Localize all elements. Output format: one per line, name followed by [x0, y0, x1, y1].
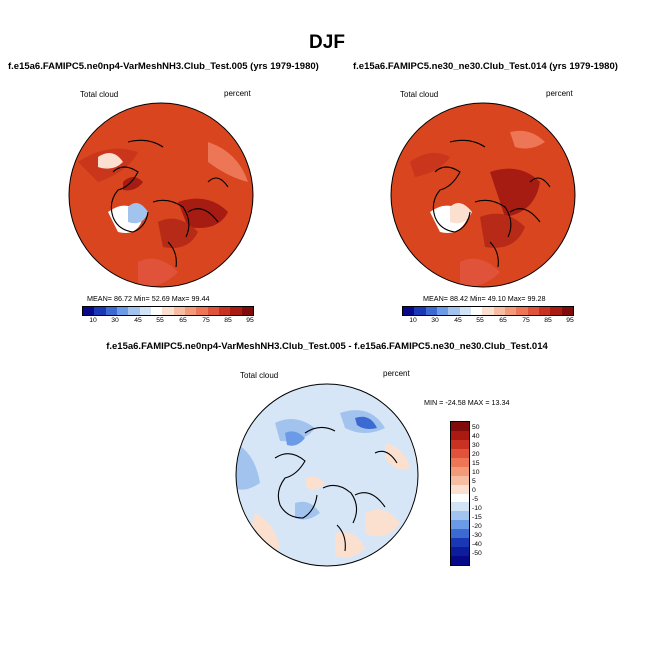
panel-2-units-label: percent: [546, 89, 573, 98]
colorbar-2-tick: 95: [566, 317, 574, 324]
panel-1-variable-label: Total cloud: [80, 90, 119, 99]
panel-2-colorbar-labels: 10 30 45 55 65 75 85 95: [402, 317, 574, 327]
difference-colorbar: [450, 421, 470, 566]
colorbar-2-bin-13: [538, 307, 551, 315]
colorbar-2-tick: 75: [522, 317, 530, 324]
diff-colorbar-tick: 15: [472, 460, 480, 467]
colorbar-2-bin-12: [527, 307, 539, 315]
colorbar-2-bin-14: [550, 307, 562, 315]
colorbar-1-bin-12: [207, 307, 219, 315]
main-title: DJF: [309, 32, 345, 53]
diff-colorbar-tick: -30: [472, 532, 482, 539]
colorbar-1-bin-14: [230, 307, 242, 315]
colorbar-2-tick: 65: [499, 317, 507, 324]
diff-colorbar-bin-4: [451, 448, 469, 458]
diff-colorbar-tick: 5: [472, 478, 476, 485]
colorbar-2-bin-11: [516, 307, 528, 315]
diff-colorbar-tick: 40: [472, 433, 480, 440]
colorbar-1-bin-1: [83, 307, 95, 315]
colorbar-1-bin-7: [150, 307, 163, 315]
colorbar-1-tick: 55: [156, 317, 164, 324]
colorbar-2-bin-10: [504, 307, 517, 315]
diff-colorbar-bin-7: [451, 475, 469, 485]
colorbar-1-bin-3: [105, 307, 117, 315]
colorbar-1-bin-9: [173, 307, 185, 315]
diff-colorbar-bin-1: [451, 422, 469, 431]
difference-variable-label: Total cloud: [240, 371, 279, 380]
diff-colorbar-bin-5: [451, 457, 469, 467]
diff-colorbar-tick: -10: [472, 505, 482, 512]
diff-colorbar-bin-9: [451, 493, 469, 503]
diff-colorbar-tick: -50: [472, 550, 482, 557]
colorbar-1-bin-2: [94, 307, 106, 315]
difference-polar-map: [235, 383, 419, 567]
colorbar-2-bin-4: [436, 307, 449, 315]
diff-colorbar-tick: -5: [472, 496, 479, 503]
difference-units-label: percent: [383, 369, 410, 378]
colorbar-1-tick: 65: [179, 317, 187, 324]
diff-colorbar-bin-13: [451, 529, 469, 539]
colorbar-2-bin-1: [403, 307, 415, 315]
panel-2-colorbar: [402, 306, 574, 316]
colorbar-1-tick: 30: [111, 317, 119, 324]
colorbar-1-bin-13: [218, 307, 231, 315]
diff-colorbar-bin-16: [451, 556, 469, 565]
panel-2-stats: MEAN= 88.42 Min= 49.10 Max= 99.28: [423, 294, 546, 303]
colorbar-2-bin-9: [493, 307, 505, 315]
colorbar-2-tick: 85: [544, 317, 552, 324]
colorbar-1-tick: 75: [202, 317, 210, 324]
colorbar-2-tick: 45: [454, 317, 462, 324]
colorbar-1-bin-6: [139, 307, 151, 315]
colorbar-1-bin-8: [162, 307, 174, 315]
diff-colorbar-tick: 0: [472, 487, 476, 494]
colorbar-1-tick: 95: [246, 317, 254, 324]
colorbar-2-tick: 55: [476, 317, 484, 324]
diff-colorbar-bin-10: [451, 502, 469, 512]
diff-colorbar-bin-15: [451, 547, 469, 557]
difference-title: f.e15a6.FAMIPC5.ne0np4-VarMeshNH3.Club_T…: [106, 341, 548, 352]
colorbar-1-bin-5: [128, 307, 140, 315]
diff-colorbar-tick: -40: [472, 541, 482, 548]
colorbar-1-tick: 10: [89, 317, 97, 324]
colorbar-2-tick: 10: [409, 317, 417, 324]
colorbar-2-tick: 30: [431, 317, 439, 324]
panel-1-units-label: percent: [224, 89, 251, 98]
diff-colorbar-bin-12: [451, 520, 469, 530]
diff-colorbar-bin-14: [451, 538, 469, 548]
difference-stats: MIN = -24.58 MAX = 13.34: [424, 398, 510, 407]
colorbar-1-tick: 45: [134, 317, 142, 324]
diff-colorbar-tick: 50: [472, 424, 480, 431]
diff-colorbar-tick: -20: [472, 523, 482, 530]
colorbar-1-bin-10: [184, 307, 197, 315]
colorbar-1-tick: 85: [224, 317, 232, 324]
colorbar-2-bin-5: [448, 307, 460, 315]
colorbar-1-bin-11: [196, 307, 208, 315]
panel-1-colorbar-labels: 10 30 45 55 65 75 85 95: [82, 317, 254, 327]
colorbar-1-bin-4: [116, 307, 129, 315]
diff-colorbar-bin-8: [451, 484, 469, 494]
diff-colorbar-bin-6: [451, 466, 469, 476]
colorbar-2-bin-2: [414, 307, 426, 315]
panel-1-title: f.e15a6.FAMIPC5.ne0np4-VarMeshNH3.Club_T…: [8, 61, 319, 72]
colorbar-1-bin-15: [241, 307, 253, 315]
panel-1-polar-map: [68, 102, 254, 288]
panel-2-variable-label: Total cloud: [400, 90, 439, 99]
panel-1-stats: MEAN= 86.72 Min= 52.69 Max= 99.44: [87, 294, 210, 303]
diff-colorbar-bin-3: [451, 439, 469, 449]
difference-colorbar-labels: 50 40 30 20 15 10 5 0 -5 -10 -15 -20 -30…: [472, 421, 502, 564]
diff-colorbar-tick: 30: [472, 442, 480, 449]
diff-colorbar-tick: 20: [472, 451, 480, 458]
diff-colorbar-tick: -15: [472, 514, 482, 521]
diff-colorbar-bin-2: [451, 430, 469, 440]
diff-colorbar-tick: 10: [472, 469, 480, 476]
colorbar-2-bin-7: [470, 307, 483, 315]
colorbar-2-bin-15: [561, 307, 573, 315]
colorbar-2-bin-8: [482, 307, 494, 315]
diff-colorbar-bin-11: [451, 511, 469, 521]
colorbar-2-bin-3: [425, 307, 437, 315]
panel-2-title: f.e15a6.FAMIPC5.ne30_ne30.Club_Test.014 …: [353, 61, 618, 72]
panel-1-colorbar: [82, 306, 254, 316]
panel-2-polar-map: [390, 102, 576, 288]
colorbar-2-bin-6: [459, 307, 471, 315]
